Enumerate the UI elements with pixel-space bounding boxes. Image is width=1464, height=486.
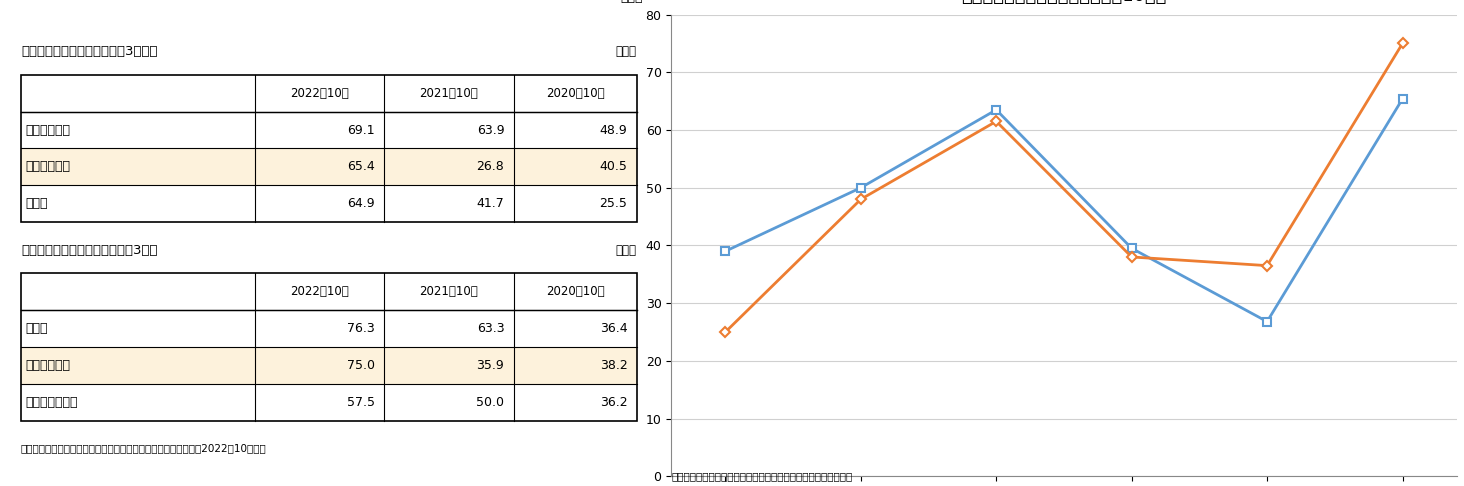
Bar (20, 273, 637, 421)
Text: 50.0: 50.0 (476, 396, 504, 409)
Bar (20, 273, 637, 421)
Text: 65.4: 65.4 (347, 160, 375, 174)
Text: 2021年10月: 2021年10月 (420, 87, 479, 100)
Text: 旅館・ホテル: 旅館・ホテル (26, 160, 70, 174)
Bar (20, 347, 637, 384)
Text: 25.5: 25.5 (600, 197, 628, 210)
Text: （％）: （％） (621, 0, 643, 4)
Text: 69.1: 69.1 (347, 123, 375, 137)
Text: 非正社員の人手不足割合（上位3種）: 非正社員の人手不足割合（上位3種） (20, 244, 158, 257)
Title: 旅館・ホテルの人手不足の割合（10月）: 旅館・ホテルの人手不足の割合（10月） (962, 0, 1167, 5)
Text: （資料）帝国データバンク「人手不足に対する企業の動向調査（2022年10月）」: （資料）帝国データバンク「人手不足に対する企業の動向調査（2022年10月）」 (20, 443, 266, 453)
Text: 64.9: 64.9 (347, 197, 375, 210)
Text: （資料）帝国データバンク「人手不足に対する企業の動向調査」: （資料）帝国データバンク「人手不足に対する企業の動向調査」 (672, 471, 852, 481)
Text: 2022年10月: 2022年10月 (290, 285, 348, 298)
Text: 2021年10月: 2021年10月 (420, 285, 479, 298)
Text: 情報サービス: 情報サービス (26, 123, 70, 137)
Text: （％）: （％） (616, 244, 637, 257)
Bar (20, 75, 637, 223)
Text: 38.2: 38.2 (600, 359, 628, 372)
Text: 57.5: 57.5 (347, 396, 375, 409)
Text: 63.3: 63.3 (477, 322, 504, 335)
Text: 63.9: 63.9 (477, 123, 504, 137)
Text: （％）: （％） (616, 46, 637, 58)
Text: 人材派遣・紹介: 人材派遣・紹介 (26, 396, 79, 409)
Text: 76.3: 76.3 (347, 322, 375, 335)
Text: 36.4: 36.4 (600, 322, 628, 335)
Text: 2022年10月: 2022年10月 (290, 87, 348, 100)
Text: 75.0: 75.0 (347, 359, 375, 372)
Text: 2020年10月: 2020年10月 (546, 87, 605, 100)
Text: 旅館・ホテル: 旅館・ホテル (26, 359, 70, 372)
Bar (20, 75, 637, 223)
Text: 飲食店: 飲食店 (26, 197, 48, 210)
Text: 41.7: 41.7 (477, 197, 504, 210)
Text: 35.9: 35.9 (477, 359, 504, 372)
Text: 36.2: 36.2 (600, 396, 628, 409)
Text: 26.8: 26.8 (477, 160, 504, 174)
Text: 40.5: 40.5 (600, 160, 628, 174)
Text: 正社員の人出不足割合（上位3業種）: 正社員の人出不足割合（上位3業種） (20, 46, 158, 58)
Text: 2020年10月: 2020年10月 (546, 285, 605, 298)
Text: 48.9: 48.9 (600, 123, 628, 137)
Text: 飲食店: 飲食店 (26, 322, 48, 335)
Bar (20, 149, 637, 185)
